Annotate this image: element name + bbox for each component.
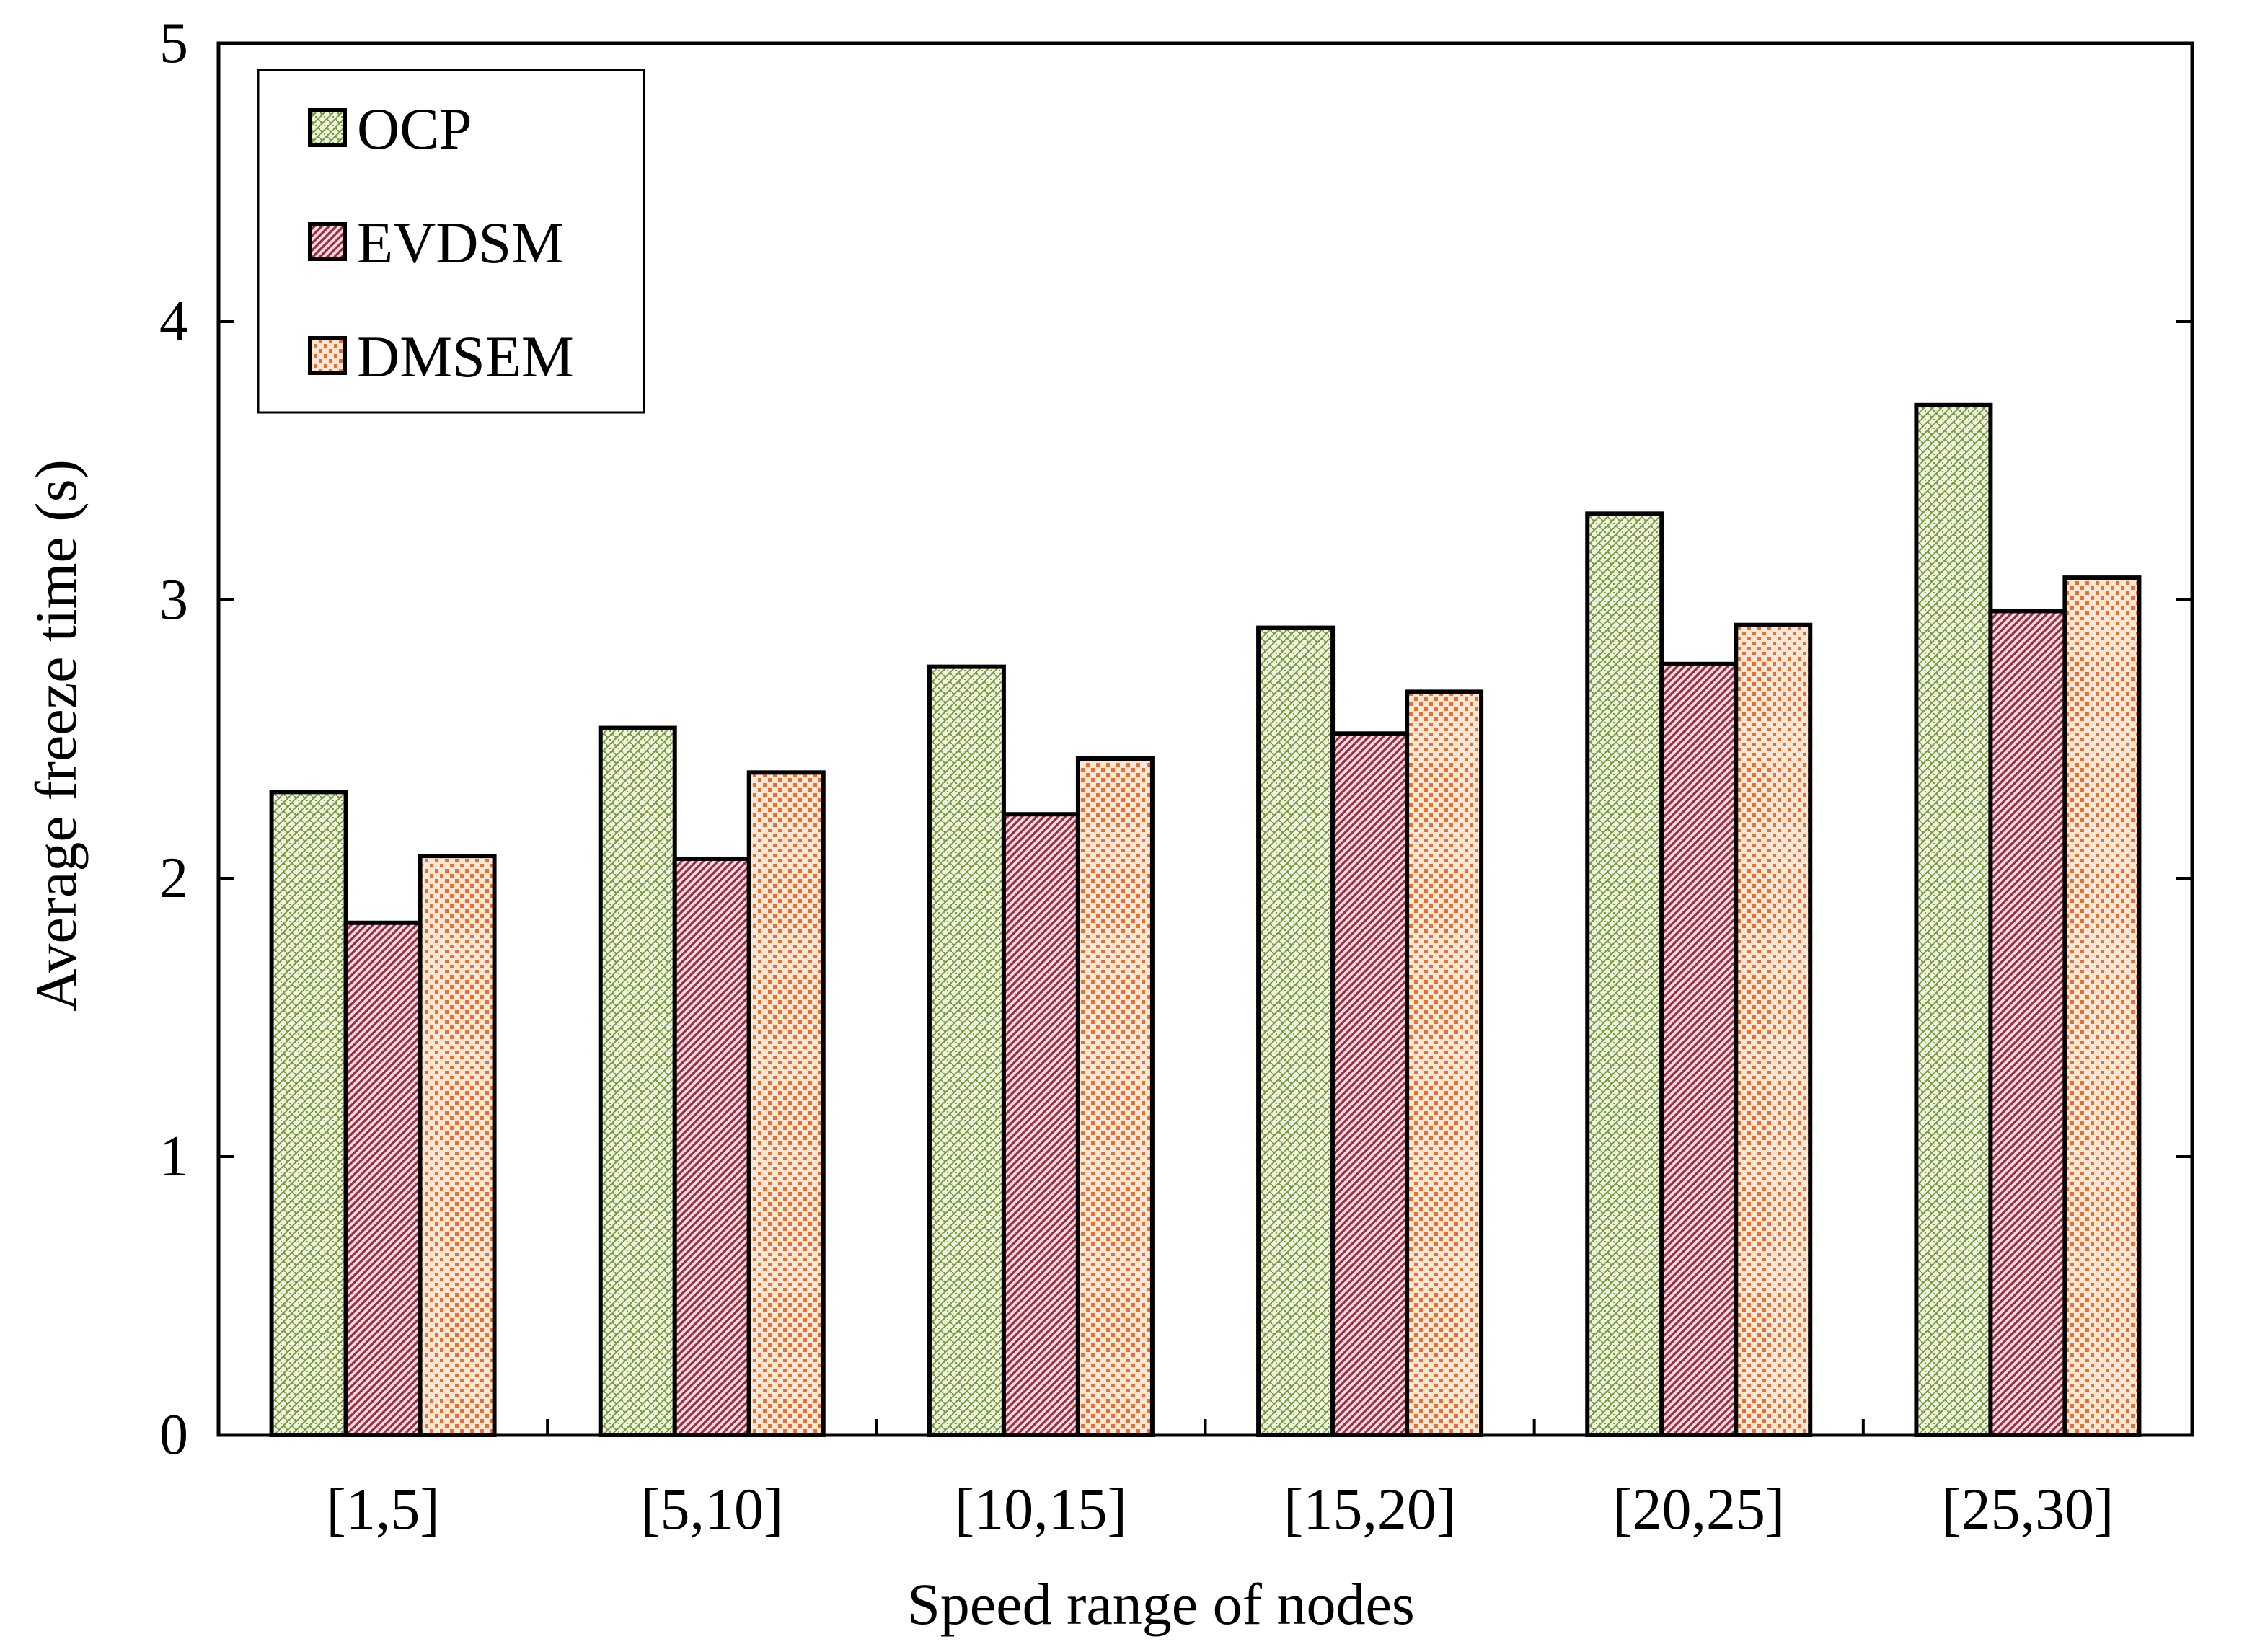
legend-label-evdsm: EVDSM	[357, 210, 564, 275]
bar-ocp-0	[269, 790, 348, 1437]
y-tick-label: 1	[159, 1125, 188, 1188]
x-tick-label: [5,10]	[640, 1476, 783, 1542]
x-tick-label: [10,15]	[955, 1476, 1127, 1542]
y-tick-label: 4	[159, 290, 188, 353]
legend-swatch-dmsem	[308, 336, 347, 375]
y-axis: 0 1 2 3 4 5	[159, 12, 2192, 1467]
y-tick-label: 5	[159, 12, 188, 75]
bar-dmsem-5	[2062, 575, 2142, 1437]
bar-ocp-1	[598, 725, 677, 1437]
bar-evdsm-3	[1330, 731, 1410, 1437]
legend: OCP EVDSM DMSEM	[257, 69, 645, 414]
x-tick-label: [20,25]	[1612, 1476, 1785, 1542]
bar-evdsm-5	[1988, 609, 2067, 1438]
x-axis: [1,5] [5,10] [10,15] [15,20] [20,25] [25,30]	[327, 1419, 2114, 1542]
y-tick-label: 0	[159, 1403, 188, 1467]
bar-dmsem-1	[746, 770, 826, 1437]
bar-ocp-3	[1256, 625, 1336, 1437]
bar-evdsm-4	[1659, 661, 1739, 1437]
legend-swatch-evdsm	[308, 222, 347, 261]
bar-dmsem-2	[1075, 756, 1155, 1437]
bar-dmsem-0	[418, 854, 497, 1437]
bar-dmsem-3	[1405, 689, 1484, 1437]
x-tick-label: [1,5]	[327, 1476, 440, 1542]
bar-ocp-2	[927, 664, 1006, 1437]
bars-layer	[269, 402, 2142, 1438]
x-axis-label: Speed range of nodes	[907, 1571, 1415, 1637]
y-tick-label: 2	[159, 847, 188, 910]
x-tick-label: [15,20]	[1284, 1476, 1456, 1542]
bar-ocp-5	[1914, 402, 1993, 1437]
bar-dmsem-4	[1734, 622, 1813, 1437]
bar-evdsm-1	[672, 856, 751, 1437]
bar-ocp-4	[1585, 511, 1664, 1438]
legend-swatch-ocp	[308, 108, 347, 147]
bar-evdsm-2	[1001, 812, 1080, 1437]
legend-label-ocp: OCP	[357, 96, 472, 162]
bar-evdsm-0	[343, 920, 423, 1437]
y-axis-label: Average freeze time (s)	[23, 459, 89, 1012]
y-tick-label: 3	[159, 568, 188, 632]
legend-label-dmsem: DMSEM	[357, 324, 574, 389]
x-tick-label: [25,30]	[1941, 1476, 2114, 1542]
